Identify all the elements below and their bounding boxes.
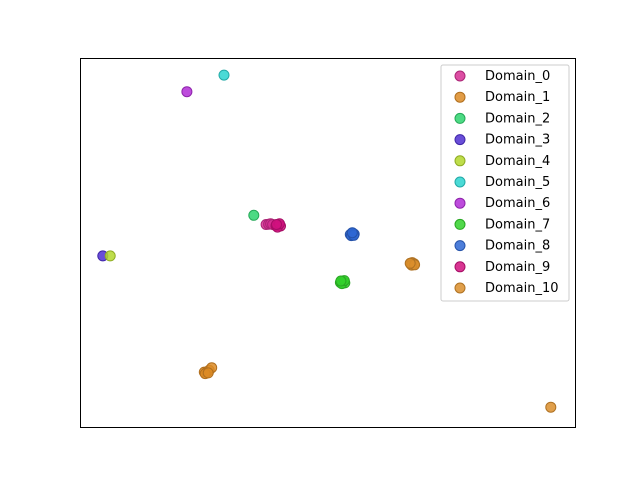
data-point (248, 209, 260, 221)
scatter-points (97, 69, 557, 413)
legend-marker (454, 176, 466, 188)
legend-label: Domain_7 (485, 217, 550, 232)
legend-marker (454, 218, 466, 230)
legend-label: Domain_9 (485, 260, 550, 275)
series-domain-10 (404, 257, 557, 413)
legend-label: Domain_8 (485, 239, 550, 254)
data-point (346, 227, 358, 239)
legend-entry: Domain_0 (454, 69, 550, 84)
legend-label: Domain_0 (485, 69, 550, 84)
legend-marker (454, 134, 466, 146)
series-domain-8 (344, 227, 360, 242)
legend-marker (454, 282, 466, 294)
data-point (335, 275, 347, 287)
series-domain-4 (104, 250, 116, 262)
legend-marker (454, 91, 466, 103)
data-point (404, 257, 416, 269)
legend-label: Domain_1 (485, 90, 550, 105)
legend-marker (454, 261, 466, 273)
legend-label: Domain_6 (485, 196, 550, 211)
legend-entry: Domain_1 (454, 90, 550, 105)
legend-entry: Domain_10 (454, 281, 559, 296)
legend-marker (454, 112, 466, 124)
data-point (202, 367, 214, 379)
legend-label: Domain_3 (485, 133, 550, 148)
legend-marker (454, 70, 466, 82)
legend-entry: Domain_6 (454, 196, 550, 211)
legend-marker (454, 197, 466, 209)
legend-entry: Domain_2 (454, 111, 550, 126)
legend-entry: Domain_7 (454, 217, 550, 232)
data-point (271, 219, 282, 230)
plot-area (80, 58, 576, 428)
data-point (218, 69, 230, 81)
series-domain-6 (181, 86, 193, 98)
legend-entry: Domain_9 (454, 260, 550, 275)
legend-label: Domain_5 (485, 175, 550, 190)
legend-entry: Domain_5 (454, 175, 550, 190)
data-point (104, 250, 116, 262)
series-domain-5 (218, 69, 230, 81)
legend-label: Domain_2 (485, 111, 550, 126)
legend-marker (454, 240, 466, 252)
series-domain-9 (270, 218, 286, 233)
series-domain-7 (334, 275, 351, 290)
data-point (181, 86, 193, 98)
legend-entry: Domain_4 (454, 154, 550, 169)
legend-label: Domain_4 (485, 154, 550, 169)
legend-entry: Domain_8 (454, 239, 550, 254)
series-domain-1 (198, 362, 218, 380)
series-domain-2 (248, 209, 260, 221)
data-point (545, 401, 557, 413)
legend-entry: Domain_3 (454, 133, 550, 148)
legend-items: Domain_0 Domain_1 Domain_2 Domain_3 Domain_4… (454, 69, 559, 296)
legend-box (440, 64, 570, 302)
legend-label: Domain_10 (485, 281, 559, 296)
legend: Domain_0 Domain_1 Domain_2 Domain_3 Domain_4… (440, 64, 570, 302)
legend-marker (454, 155, 466, 167)
